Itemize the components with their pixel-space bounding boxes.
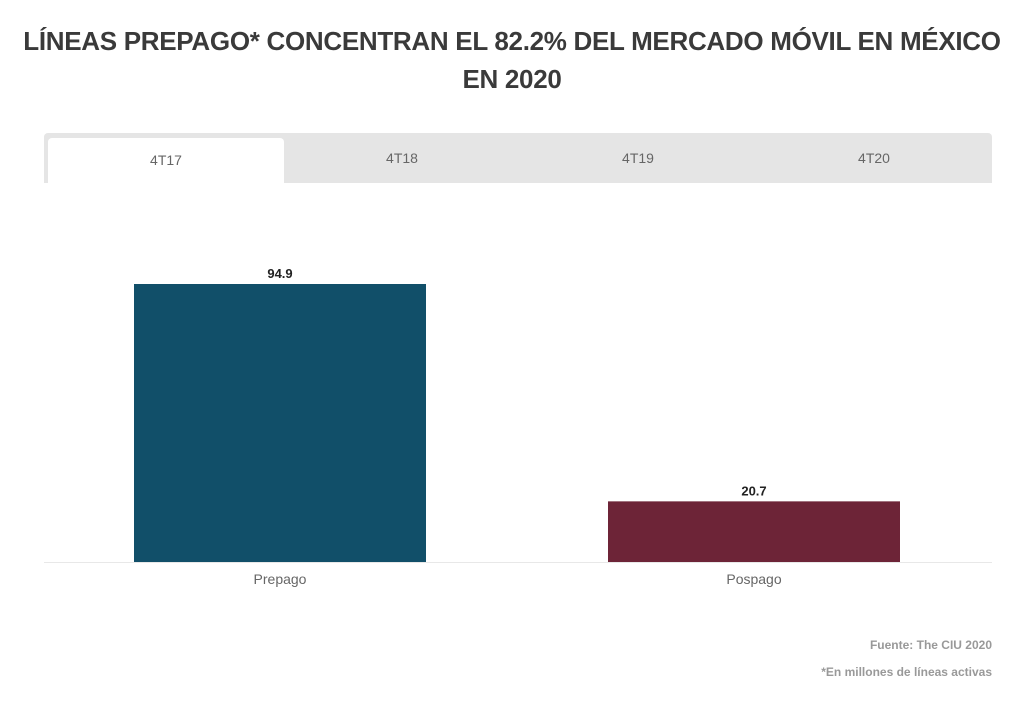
- category-label: Prepago: [254, 571, 307, 587]
- bar-prepago: [134, 284, 426, 562]
- tab-4t18[interactable]: 4T18: [386, 150, 418, 166]
- bar-pospago: [608, 501, 900, 562]
- data-label: 94.9: [267, 266, 292, 281]
- data-label: 20.7: [741, 483, 766, 498]
- source-note: Fuente: The CIU 2020: [869, 638, 992, 652]
- category-label: Pospago: [726, 571, 781, 587]
- units-note: *En millones de líneas activas: [821, 665, 992, 679]
- period-tabs: 4T17 4T18 4T19 4T20: [44, 133, 992, 183]
- tab-4t20[interactable]: 4T20: [858, 150, 890, 166]
- tab-4t17[interactable]: 4T17: [48, 138, 284, 183]
- chart-title: LÍNEAS PREPAGO* CONCENTRAN EL 82.2% DEL …: [23, 26, 1001, 94]
- tab-4t19[interactable]: 4T19: [622, 150, 654, 166]
